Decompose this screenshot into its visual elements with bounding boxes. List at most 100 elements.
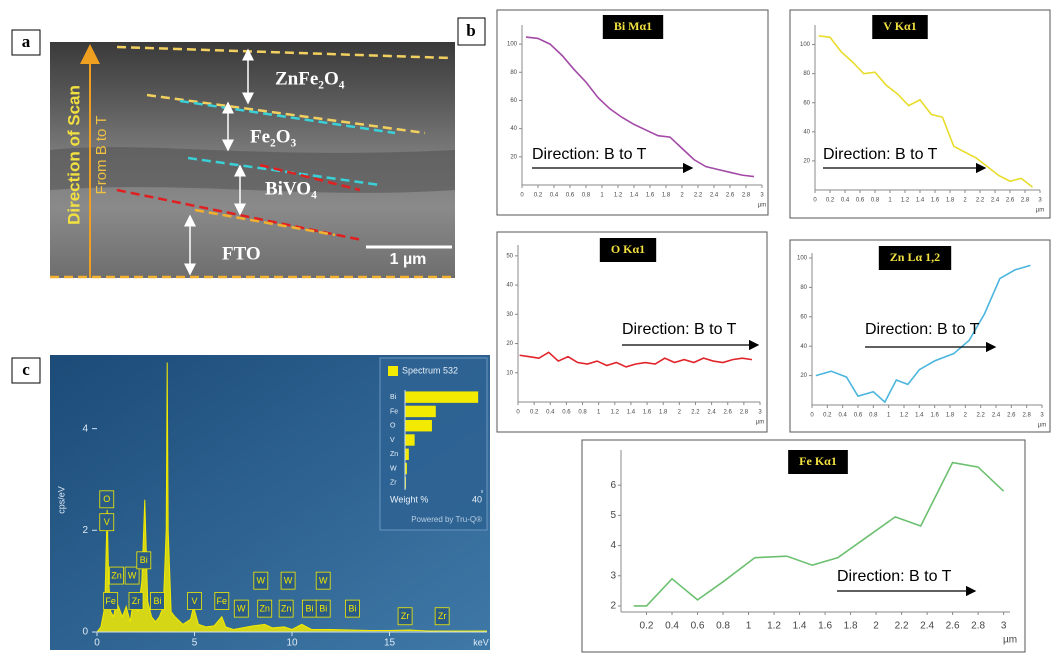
- legend-panel: [379, 357, 488, 531]
- x-tick-label: 1.6: [818, 621, 832, 632]
- label-box: [457, 17, 486, 46]
- scan-subtitle: From B to T: [93, 116, 110, 195]
- x-tick-label: 1.4: [630, 193, 639, 199]
- chart-frame: [789, 239, 1051, 433]
- x-tick-label: 2.8: [740, 410, 749, 416]
- x-tick-label: 0.2: [640, 621, 654, 632]
- x-tick-label: 1.8: [659, 410, 668, 416]
- peak-label: Zr: [438, 611, 447, 621]
- peak-label: Bi: [306, 603, 314, 613]
- y-tick-label: 100: [797, 256, 808, 262]
- x-tick-label: 2: [678, 410, 682, 416]
- peak-label: O: [103, 494, 110, 504]
- x-tick-label: 0.6: [691, 621, 705, 632]
- title-box: [878, 246, 952, 270]
- chart-title: Fe Kα1: [799, 454, 837, 468]
- legend-swatch: [388, 366, 398, 376]
- interface: [259, 163, 361, 192]
- x-tick-label: 3: [1040, 413, 1044, 419]
- y-tick-label: 20: [510, 154, 517, 160]
- interface: [146, 93, 426, 135]
- line: [815, 264, 1031, 404]
- y-tick-label: 10: [506, 370, 513, 376]
- x-tick-label: 0.6: [566, 193, 575, 199]
- x-axis-label: keV: [473, 637, 489, 647]
- x-tick-label: 0.4: [546, 410, 555, 416]
- x-tick-label: 3: [758, 410, 762, 416]
- peak-label-box: [99, 513, 115, 532]
- y-tick-label: 3: [610, 570, 616, 581]
- annotation: Direction: B to T: [837, 568, 952, 585]
- y-tick-label: 50: [506, 253, 513, 259]
- x-tick-label: 1.2: [900, 413, 909, 419]
- category-label: Zn: [390, 451, 398, 458]
- x-tick-label: 0.2: [826, 198, 835, 204]
- peak-label-box: [124, 566, 140, 585]
- y-tick-label: 80: [510, 70, 517, 76]
- y-axis-label: cps/eV: [56, 486, 66, 514]
- x-tick-label: 1: [746, 621, 752, 632]
- y-tick-label: 40: [510, 126, 517, 132]
- peak-label-box: [257, 599, 273, 618]
- peak-label-box: [280, 571, 296, 590]
- chart-title: O Kα1: [611, 242, 645, 256]
- category-label: V: [390, 437, 395, 444]
- peak-label: Fe: [217, 596, 228, 606]
- layer-label: ZnFe₂O₄: [275, 68, 345, 89]
- x-tick-label: 2.4: [991, 198, 1000, 204]
- x-tick-label: 0.8: [582, 193, 591, 199]
- peak-label-box: [278, 599, 294, 618]
- x-tick-label: 1: [887, 413, 891, 419]
- x-tick-label: 2.6: [726, 193, 735, 199]
- chart-title: Zn Lα 1,2: [890, 250, 940, 264]
- y-tick-label: 20: [800, 373, 807, 379]
- peak-label: W: [128, 570, 137, 580]
- peak-label: Bi: [140, 555, 148, 565]
- x-tick-label: 2.2: [895, 621, 909, 632]
- x-tick-label: 0: [516, 410, 520, 416]
- peak-label: W: [284, 576, 293, 586]
- peak-label-box: [103, 592, 119, 610]
- x-tick-label: 10: [286, 638, 298, 649]
- x-tick-label: 2.8: [971, 621, 985, 632]
- peak-label: V: [191, 596, 197, 606]
- line: [633, 461, 1005, 607]
- chart-title: V Kα1: [883, 19, 916, 33]
- footnote: Powered by Tru-Q®: [411, 515, 482, 524]
- x-tick-label: 2.6: [946, 621, 960, 632]
- y-tick-label: 40: [800, 344, 807, 350]
- y-tick-label: 60: [803, 100, 810, 106]
- bar: [405, 391, 479, 403]
- peak-label: Zr: [132, 596, 141, 606]
- panel-a: a Direction of Scan From B to T ZnFe₂O₄ …: [11, 29, 455, 279]
- bar: [405, 420, 432, 432]
- peak-label-box: [253, 571, 269, 590]
- x-tick-label: 1.4: [916, 198, 925, 204]
- peak-label-box: [150, 592, 165, 610]
- x-tick-label: 0.4: [665, 621, 679, 632]
- x-tick-label: 1.6: [931, 198, 940, 204]
- x-tick-label: 2.4: [710, 193, 719, 199]
- annotation: Direction: B to T: [622, 321, 737, 338]
- scale-label: 1 µm: [390, 251, 427, 268]
- x-tick-label: 1: [888, 198, 892, 204]
- annotation: Direction: B to T: [865, 321, 980, 338]
- peak-label-box: [315, 599, 331, 618]
- peak-label: Fe: [105, 596, 116, 606]
- x-tick-label: 15: [384, 638, 396, 649]
- x-axis-label: µm: [756, 420, 764, 426]
- peak-label-box: [214, 592, 230, 610]
- x-tick-label: 2.6: [1006, 198, 1015, 204]
- y-tick-label: 80: [800, 285, 807, 291]
- x-axis-label: Weight %: [390, 494, 428, 504]
- chart-frame: [581, 439, 1026, 653]
- panel-label: a: [22, 32, 31, 51]
- x-tick-label: 3: [1038, 198, 1042, 204]
- x-tick-label: 2: [964, 413, 968, 419]
- peak-label-box: [136, 551, 152, 570]
- interface: [179, 99, 396, 135]
- y-tick-label: 20: [506, 341, 513, 347]
- x-tick-label: 0.8: [716, 621, 730, 632]
- peak-label: Bi: [348, 603, 356, 613]
- peak-label: W: [237, 603, 246, 613]
